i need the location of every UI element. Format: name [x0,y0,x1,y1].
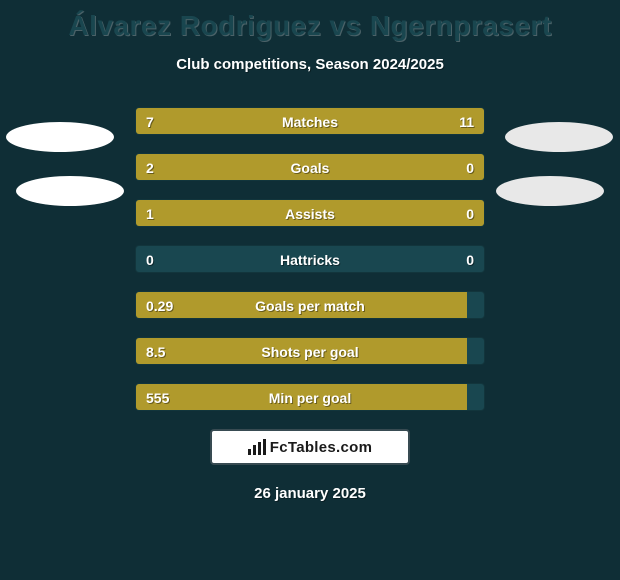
brand-chart-icon [248,439,266,455]
stat-row: 555Min per goal [135,383,485,411]
page-title: Álvarez Rodriguez vs Ngernprasert [0,0,620,42]
footer-date: 26 january 2025 [0,485,620,502]
stat-fill-left [136,108,265,134]
stat-value-right: 0 [466,246,474,272]
stat-row: 711Matches [135,107,485,135]
stat-fill-left [136,200,397,226]
brand-badge: FcTables.com [210,429,410,465]
stat-fill-left [136,338,467,364]
stat-value-left: 0 [146,246,154,272]
stat-fill-left [136,154,397,180]
stat-row: 10Assists [135,199,485,227]
stat-fill-left [136,384,467,410]
stats-panel: 711Matches 20Goals 10Assists 0 0Hattricks 0.2… [135,107,485,411]
stat-row: 8.5Shots per goal [135,337,485,365]
stat-fill-right [397,200,484,226]
stat-row: 0.29Goals per match [135,291,485,319]
competition-subtitle: Club competitions, Season 2024/2025 [0,56,620,73]
player-right-photo-placeholder [496,176,604,206]
player-right-photo-placeholder [505,122,613,152]
stat-row: 20Goals [135,153,485,181]
brand-text: FcTables.com [270,439,373,456]
stat-fill-right [265,108,484,134]
player-left-photo-placeholder [16,176,124,206]
stat-row: 0 0Hattricks [135,245,485,273]
stat-fill-right [397,154,484,180]
player-left-photo-placeholder [6,122,114,152]
stat-fill-left [136,292,467,318]
stat-label: Hattricks [136,246,484,272]
comparison-infographic: Álvarez Rodriguez vs Ngernprasert Club c… [0,0,620,580]
